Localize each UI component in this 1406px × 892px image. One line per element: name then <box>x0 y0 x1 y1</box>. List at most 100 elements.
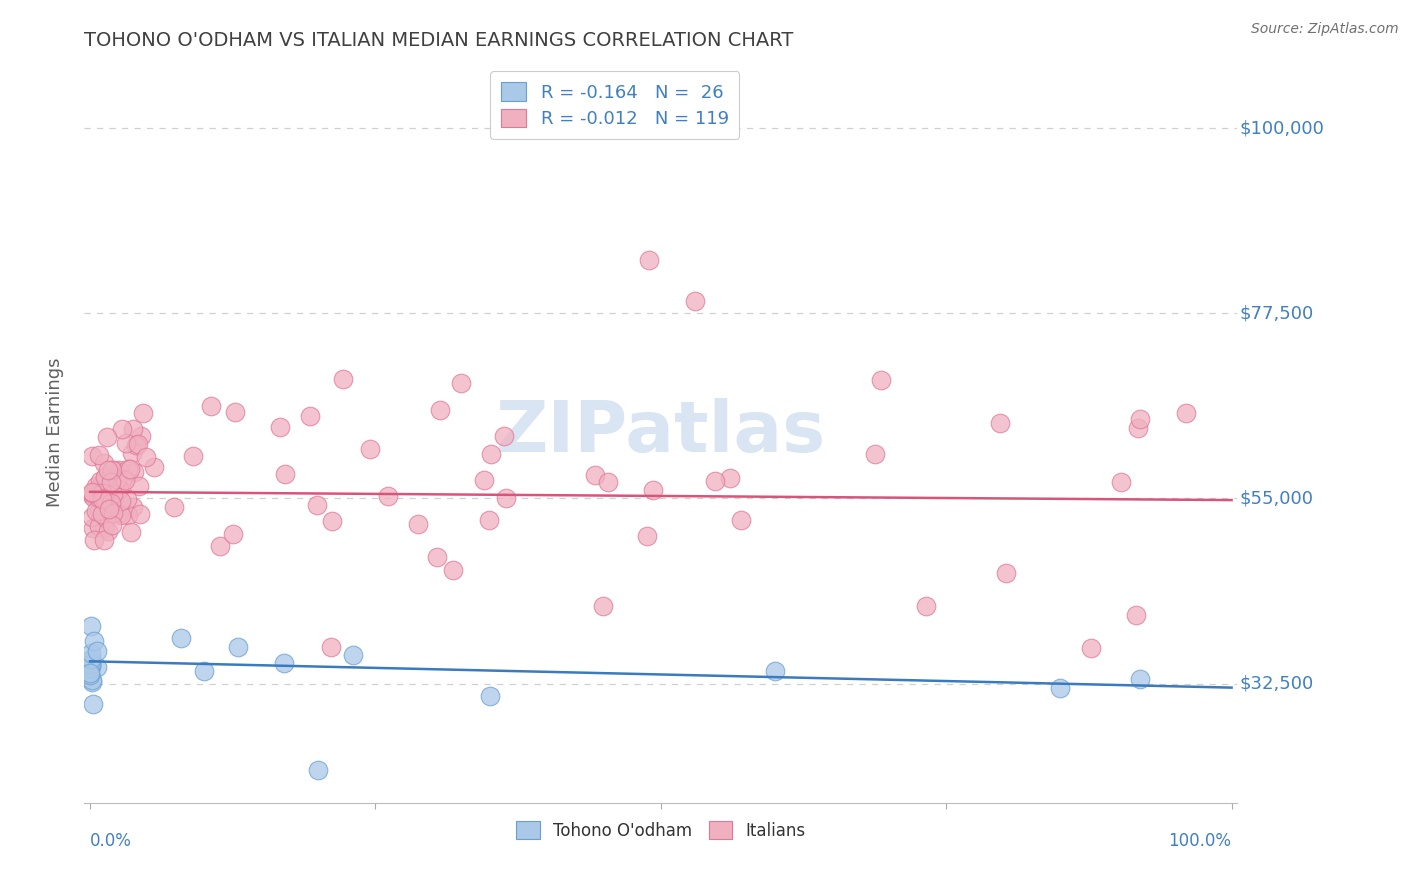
Point <box>718 471 741 485</box>
Point <box>1049 681 1071 695</box>
Point <box>87 503 110 517</box>
Point <box>101 487 124 501</box>
Point <box>269 419 291 434</box>
Point <box>478 513 501 527</box>
Point <box>1129 673 1152 687</box>
Point <box>91 477 114 491</box>
Point <box>87 448 110 462</box>
Point <box>730 513 752 527</box>
Point <box>101 492 124 507</box>
Point <box>121 446 143 460</box>
Point <box>80 488 103 502</box>
Point <box>80 674 103 689</box>
Point <box>93 533 115 547</box>
Point <box>117 508 139 522</box>
Point <box>79 661 101 675</box>
Point <box>97 524 120 538</box>
Point <box>86 660 108 674</box>
Point <box>82 490 104 504</box>
Point <box>636 528 658 542</box>
Point <box>870 373 893 387</box>
Point <box>273 656 295 670</box>
Point <box>111 472 134 486</box>
Point <box>80 657 103 672</box>
Point <box>129 428 152 442</box>
Point <box>128 508 150 522</box>
Y-axis label: Median Earnings: Median Earnings <box>45 358 63 508</box>
Point <box>101 471 124 485</box>
Point <box>114 435 136 450</box>
Point <box>103 463 125 477</box>
Point <box>132 406 155 420</box>
Text: 0.0%: 0.0% <box>90 832 132 850</box>
Point <box>79 657 101 671</box>
Text: $77,500: $77,500 <box>1240 304 1313 322</box>
Point <box>94 496 117 510</box>
Point <box>97 463 120 477</box>
Point <box>321 640 343 654</box>
Point <box>181 449 204 463</box>
Point <box>117 492 139 507</box>
Point <box>1175 406 1198 420</box>
Point <box>704 474 727 488</box>
Point <box>441 562 464 576</box>
Point <box>1080 640 1102 655</box>
Point <box>110 508 132 522</box>
Point <box>80 646 103 660</box>
Point <box>101 506 124 520</box>
Text: 100.0%: 100.0% <box>1168 832 1232 850</box>
Text: TOHONO O'ODHAM VS ITALIAN MEDIAN EARNINGS CORRELATION CHART: TOHONO O'ODHAM VS ITALIAN MEDIAN EARNING… <box>84 30 794 50</box>
Point <box>93 491 115 506</box>
Text: Source: ZipAtlas.com: Source: ZipAtlas.com <box>1251 22 1399 37</box>
Point <box>494 429 516 443</box>
Point <box>342 648 364 662</box>
Point <box>82 697 104 711</box>
Point <box>93 521 115 535</box>
Point <box>121 500 143 515</box>
Point <box>307 763 329 777</box>
Point <box>305 498 328 512</box>
Point <box>299 409 322 423</box>
Point <box>110 422 132 436</box>
Point <box>87 483 110 498</box>
Point <box>273 467 295 482</box>
Point <box>117 462 139 476</box>
Point <box>79 668 101 682</box>
Point <box>100 475 122 489</box>
Point <box>988 416 1011 430</box>
Point <box>94 470 117 484</box>
Point <box>80 509 103 524</box>
Point <box>224 404 246 418</box>
Point <box>209 539 232 553</box>
Point <box>228 640 250 654</box>
Point <box>86 644 108 658</box>
Point <box>91 507 114 521</box>
Point <box>80 449 103 463</box>
Point <box>80 619 103 633</box>
Point <box>1128 420 1150 434</box>
Point <box>170 632 193 646</box>
Point <box>1125 607 1147 622</box>
Point <box>84 479 107 493</box>
Point <box>98 502 121 516</box>
Point <box>108 482 131 496</box>
Point <box>638 252 661 267</box>
Point <box>103 492 125 507</box>
Point <box>479 447 502 461</box>
Point <box>377 489 399 503</box>
Point <box>472 474 495 488</box>
Point <box>1129 412 1152 426</box>
Point <box>83 633 105 648</box>
Point <box>995 566 1018 581</box>
Point <box>91 495 114 509</box>
Legend: Tohono O'odham, Italians: Tohono O'odham, Italians <box>509 814 813 847</box>
Point <box>193 664 215 678</box>
Point <box>110 494 132 508</box>
Point <box>222 527 245 541</box>
Point <box>94 473 117 487</box>
Point <box>321 514 343 528</box>
Point <box>200 399 222 413</box>
Point <box>408 516 430 531</box>
Point <box>127 437 149 451</box>
Point <box>82 521 104 535</box>
